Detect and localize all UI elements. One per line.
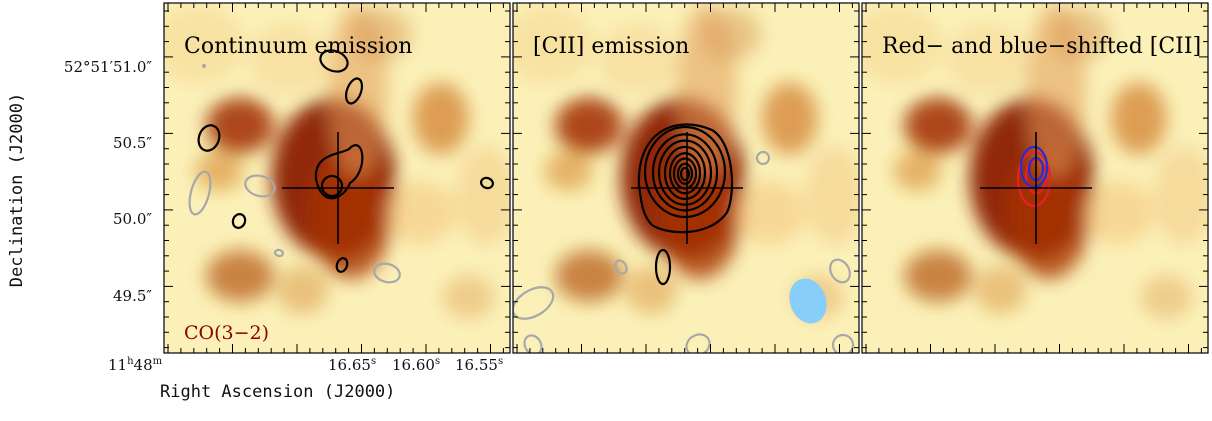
x-tick-label: 16.65s <box>328 356 377 374</box>
image-blob <box>555 97 624 154</box>
image-blob <box>804 145 859 246</box>
image-blob <box>625 266 678 314</box>
panel-2: [CII] emission <box>512 2 860 354</box>
panel-frame <box>861 2 1209 354</box>
positive-contour <box>319 49 349 73</box>
panel-title: [CII] emission <box>533 34 689 59</box>
image-blob <box>384 181 457 245</box>
image-blob <box>1082 181 1155 245</box>
negative-contour <box>523 334 543 353</box>
image-blob <box>1153 145 1208 246</box>
negative-contour <box>513 286 555 320</box>
negative-point <box>202 64 206 68</box>
image-blob <box>700 8 761 61</box>
panel-1: Continuum emission CO(3−2) <box>163 2 511 354</box>
positive-contour <box>637 123 733 234</box>
negative-contour <box>373 262 401 284</box>
image-blob <box>308 147 393 279</box>
x-tick-label: 16.60s <box>392 356 441 374</box>
image-blob <box>412 82 469 155</box>
negative-contour <box>188 170 212 216</box>
image-blob <box>513 5 594 85</box>
positive-contour <box>679 166 691 182</box>
image-blob <box>733 181 806 245</box>
image-blob <box>351 8 412 61</box>
image-blob <box>195 151 244 191</box>
image-blob <box>974 266 1027 314</box>
panel-corner-label: CO(3−2) <box>184 322 269 344</box>
image-blob <box>442 275 495 319</box>
positive-contour <box>643 125 727 219</box>
negative-contour <box>244 174 276 198</box>
image-blob <box>904 97 973 154</box>
y-tick-label: 50.5″ <box>112 134 152 152</box>
image-blob <box>206 250 275 302</box>
image-blob <box>1140 275 1193 319</box>
negative-contour <box>614 259 628 275</box>
image-blob <box>1049 8 1110 61</box>
positive-contour <box>480 176 494 190</box>
y-tick-label: 49.5″ <box>112 287 152 305</box>
positive-contour <box>344 77 364 105</box>
positive-contour <box>231 213 247 229</box>
x-tick-label: 11h48m <box>108 356 163 374</box>
image-blob <box>276 266 329 314</box>
background-image <box>862 3 1208 319</box>
positive-contour <box>654 248 672 286</box>
image-blob <box>893 151 942 191</box>
x-tick-label: 16.55s <box>455 356 504 374</box>
positive-contour <box>335 257 349 273</box>
positive-contour <box>676 162 694 185</box>
axis-ticks <box>862 3 1208 353</box>
image-blob <box>904 250 973 302</box>
background-image <box>164 3 510 319</box>
image-blob <box>544 151 593 191</box>
positive-contour <box>314 144 364 200</box>
y-tick-label: 50.0″ <box>112 210 152 228</box>
positive-contour <box>651 133 719 212</box>
x-axis-label: Right Ascension (J2000) <box>160 382 396 402</box>
negative-contour <box>829 258 851 284</box>
beam-ellipse <box>789 278 827 324</box>
positive-contour <box>663 145 707 201</box>
positive-contour <box>657 139 713 206</box>
negative-contour <box>273 248 285 258</box>
negative-contour <box>685 333 711 353</box>
y-tick-label: 52°51′51.0″ <box>63 58 152 76</box>
panel-3: Red− and blue−shifted [CII] <box>861 2 1209 354</box>
axis-ticks <box>513 3 859 353</box>
image-blob <box>1006 147 1091 279</box>
image-blob <box>597 23 678 95</box>
image-blob <box>862 5 943 85</box>
image-blob <box>164 5 245 85</box>
image-blob <box>455 145 510 246</box>
axis-ticks <box>164 3 510 353</box>
negative-contour <box>755 150 771 166</box>
panel-frame <box>163 2 511 354</box>
positive-contour <box>320 174 344 198</box>
image-blob <box>248 23 329 95</box>
image-blob <box>1110 82 1167 155</box>
image-blob <box>555 250 624 302</box>
image-blob <box>206 97 275 154</box>
negative-contour <box>831 333 855 353</box>
image-blob <box>946 23 1027 95</box>
redshifted-contour <box>1016 150 1052 208</box>
y-axis-label: Declination (J2000) <box>7 92 27 288</box>
image-blob <box>761 82 818 155</box>
blueshifted-contour <box>1019 145 1049 189</box>
contours <box>188 49 494 284</box>
positive-contour <box>668 152 702 195</box>
panel-frame <box>512 2 860 354</box>
panel-title: Continuum emission <box>184 34 412 59</box>
positive-contour <box>197 124 221 152</box>
panel-title: Red− and blue−shifted [CII] <box>882 34 1201 59</box>
